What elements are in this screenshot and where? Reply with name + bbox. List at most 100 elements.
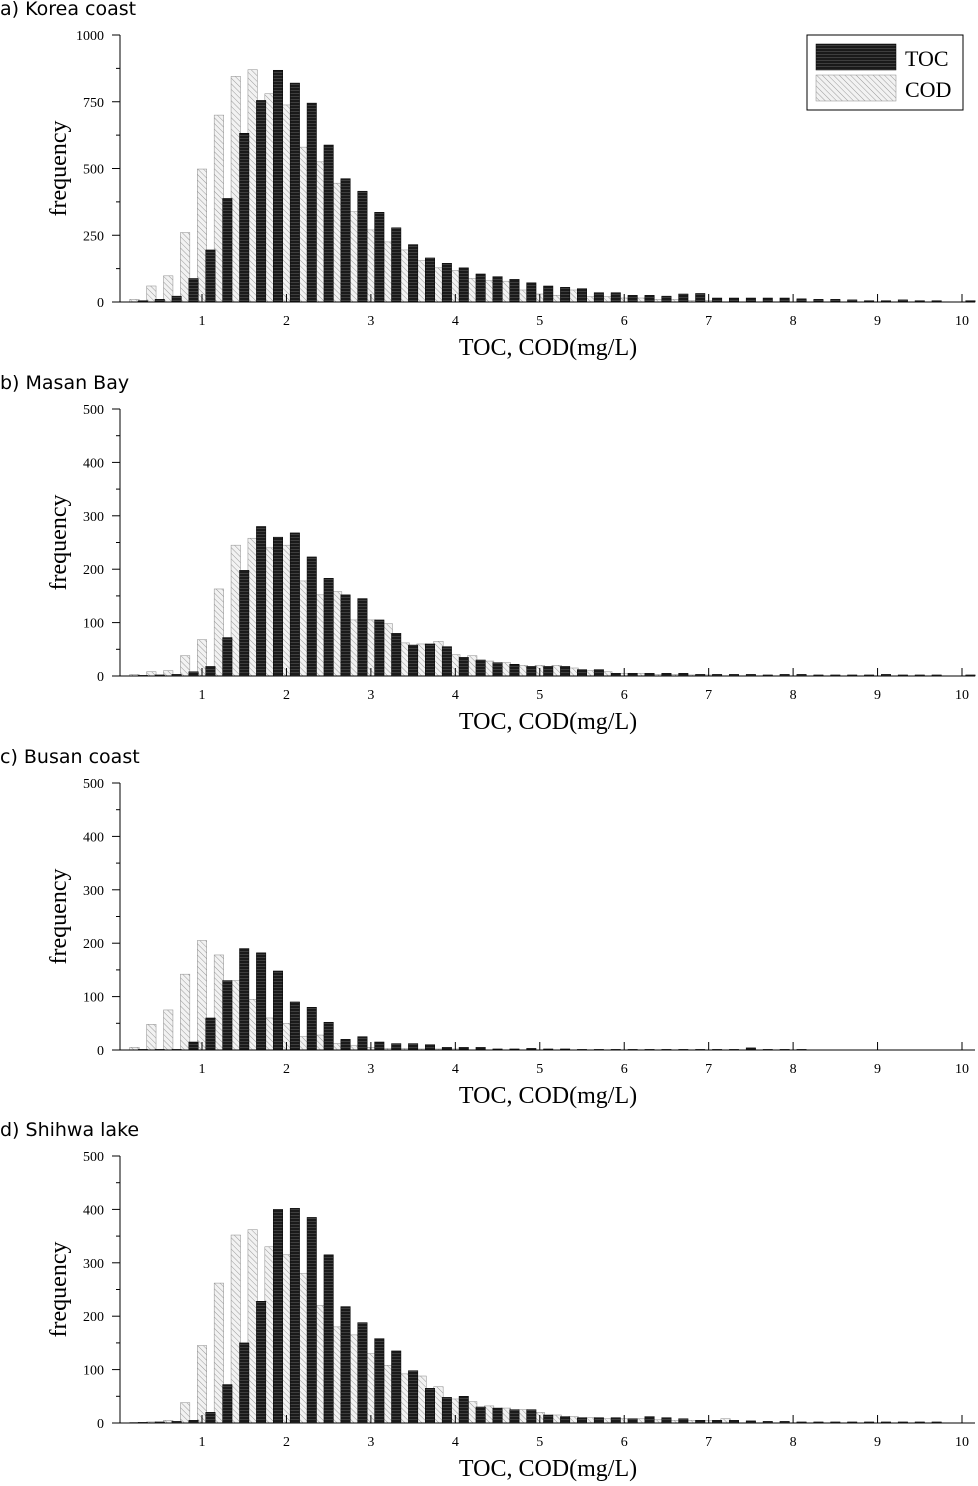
y-tick-label: 500 <box>83 163 104 178</box>
cod-bar <box>602 1418 613 1424</box>
toc-bar <box>391 1043 402 1051</box>
toc-bar <box>526 666 537 677</box>
toc-bar <box>458 657 469 677</box>
cod-bar <box>433 267 444 303</box>
cod-bar <box>146 285 157 303</box>
y-tick-label: 400 <box>83 456 104 471</box>
toc-bar <box>256 526 267 677</box>
cod-bar <box>146 671 157 677</box>
y-tick-label: 0 <box>97 296 104 311</box>
cod-bar <box>163 275 174 303</box>
toc-bar <box>441 1397 452 1424</box>
toc-bar <box>205 1412 216 1424</box>
cod-bar <box>213 954 224 1051</box>
toc-bar <box>526 1409 537 1424</box>
y-tick-label: 400 <box>83 1203 104 1218</box>
toc-bar <box>577 1417 587 1424</box>
cod-bar <box>501 662 511 677</box>
cod-bar <box>230 980 241 1051</box>
cod-bar <box>332 1043 343 1051</box>
toc-bar <box>627 1418 638 1424</box>
y-tick-label: 200 <box>83 563 104 578</box>
x-tick-label: 4 <box>452 1435 459 1450</box>
cod-bar <box>230 544 241 677</box>
toc-bar <box>644 295 655 303</box>
x-tick-label: 4 <box>452 314 459 329</box>
cod-bar <box>213 114 224 303</box>
cod-bar <box>163 670 174 677</box>
cod-bar <box>585 1417 596 1424</box>
toc-bar <box>425 257 435 303</box>
x-tick-label: 6 <box>621 1062 628 1077</box>
y-tick-label: 100 <box>83 617 104 632</box>
toc-bar <box>340 178 351 303</box>
cod-bar <box>230 1234 241 1424</box>
toc-bar <box>577 288 587 303</box>
toc-bar <box>425 1388 435 1424</box>
cod-bar <box>568 667 579 677</box>
toc-bar <box>492 662 503 677</box>
cod-bar <box>180 232 191 303</box>
toc-bar <box>357 190 368 303</box>
cod-bar <box>264 93 275 303</box>
x-tick-label: 2 <box>283 314 290 329</box>
x-tick-label: 9 <box>874 1062 881 1077</box>
x-tick-label: 8 <box>790 1435 797 1450</box>
cod-bar <box>501 280 511 303</box>
cod-bar <box>349 1045 359 1051</box>
x-axis-title: TOC, COD(mg/L) <box>459 1456 637 1482</box>
toc-bar <box>188 1041 199 1051</box>
toc-bar <box>712 297 723 303</box>
cod-bar <box>517 665 528 677</box>
cod-bar <box>517 289 528 303</box>
x-tick-label: 6 <box>621 314 628 329</box>
cod-bar <box>298 146 309 303</box>
toc-bar <box>323 1254 334 1424</box>
y-tick-label: 750 <box>83 96 104 111</box>
legend-label-cod: COD <box>905 77 951 102</box>
toc-bar <box>425 643 435 677</box>
cod-bar <box>264 1017 275 1051</box>
toc-bar <box>391 227 402 303</box>
toc-bar <box>695 293 706 303</box>
cod-bar <box>281 1254 292 1424</box>
toc-bar <box>425 1044 435 1051</box>
x-tick-label: 2 <box>283 1435 290 1450</box>
cod-bar <box>484 1405 495 1424</box>
cod-bar <box>720 1418 731 1424</box>
x-axis-title: TOC, COD(mg/L) <box>459 335 637 361</box>
x-tick-label: 1 <box>199 314 206 329</box>
x-tick-label: 1 <box>199 1062 206 1077</box>
toc-bar <box>475 1406 486 1424</box>
cod-bar <box>399 249 410 303</box>
legend-swatch-toc <box>815 43 897 71</box>
cod-bar <box>264 1246 275 1424</box>
toc-bar <box>289 1001 300 1051</box>
toc-bar <box>593 292 604 303</box>
y-axis-title: frequency <box>46 495 72 591</box>
cod-bar <box>399 642 410 677</box>
cod-bar <box>247 999 258 1051</box>
cod-bar <box>281 544 292 677</box>
x-tick-label: 4 <box>452 688 459 703</box>
toc-bar <box>408 244 419 303</box>
x-tick-label: 10 <box>955 314 969 329</box>
chart-panel-4: d) Shihwa lake 0 100 200 300 400 500 frequency 1… <box>0 1119 975 1482</box>
cod-bar <box>180 1402 191 1424</box>
toc-bar <box>273 970 283 1051</box>
toc-bar <box>543 1414 554 1424</box>
x-tick-label: 8 <box>790 1062 797 1077</box>
toc-bar <box>475 273 486 303</box>
toc-bar <box>256 1301 267 1424</box>
toc-bar <box>543 666 554 677</box>
x-tick-label: 4 <box>452 1062 459 1077</box>
y-tick-label: 400 <box>83 830 104 845</box>
toc-bar <box>644 1416 655 1424</box>
toc-bar <box>273 536 283 677</box>
toc-bar <box>239 1342 250 1424</box>
x-tick-label: 8 <box>790 688 797 703</box>
toc-bar <box>289 1208 300 1424</box>
toc-bar <box>509 664 520 677</box>
cod-bar <box>585 296 596 303</box>
panel-label: a) Korea coast <box>0 0 136 20</box>
